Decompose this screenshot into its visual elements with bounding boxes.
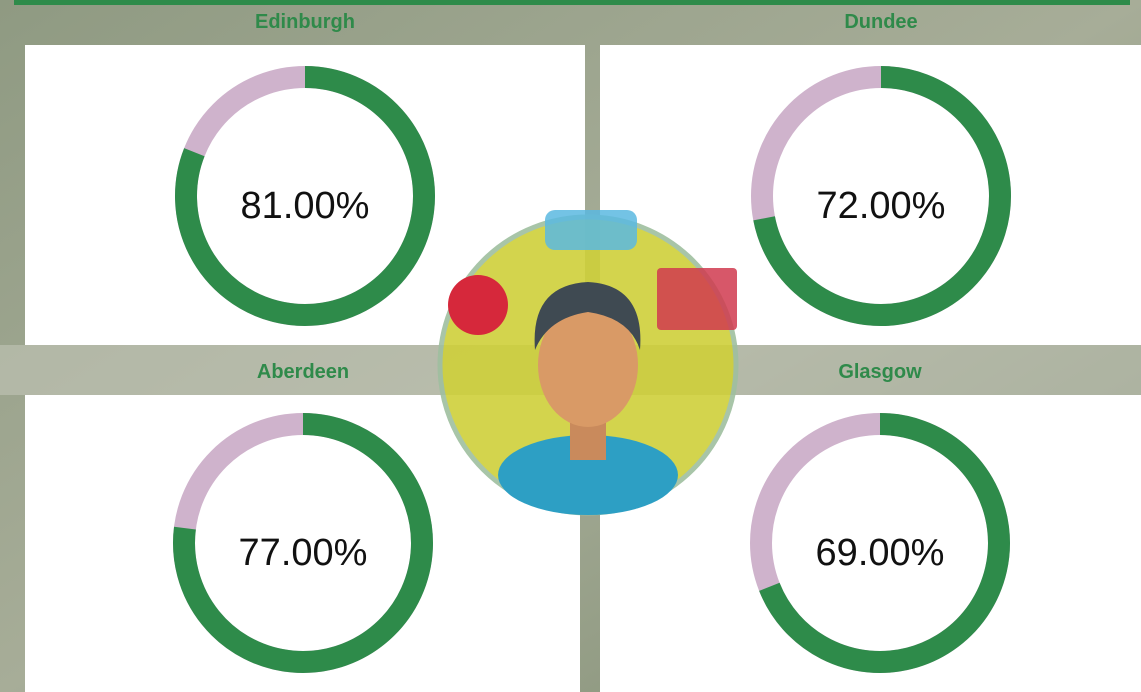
- top-bar: [14, 0, 1130, 5]
- value-label: 72.00%: [817, 185, 946, 227]
- value-label: 77.00%: [239, 532, 368, 574]
- value-label: 81.00%: [241, 185, 370, 227]
- chart-title: Aberdeen: [257, 361, 349, 383]
- chart-title: Edinburgh: [255, 11, 355, 33]
- apple-icon: [448, 275, 508, 335]
- chart-title: Glasgow: [838, 361, 922, 383]
- dashboard: Edinburgh 81.00% Dundee 72.00% Aberdeen 77.00…: [0, 0, 1141, 692]
- chart-title: Dundee: [844, 11, 917, 33]
- value-label: 69.00%: [816, 532, 945, 574]
- dumbbell-icon: [545, 210, 637, 250]
- book-icon: [657, 268, 737, 330]
